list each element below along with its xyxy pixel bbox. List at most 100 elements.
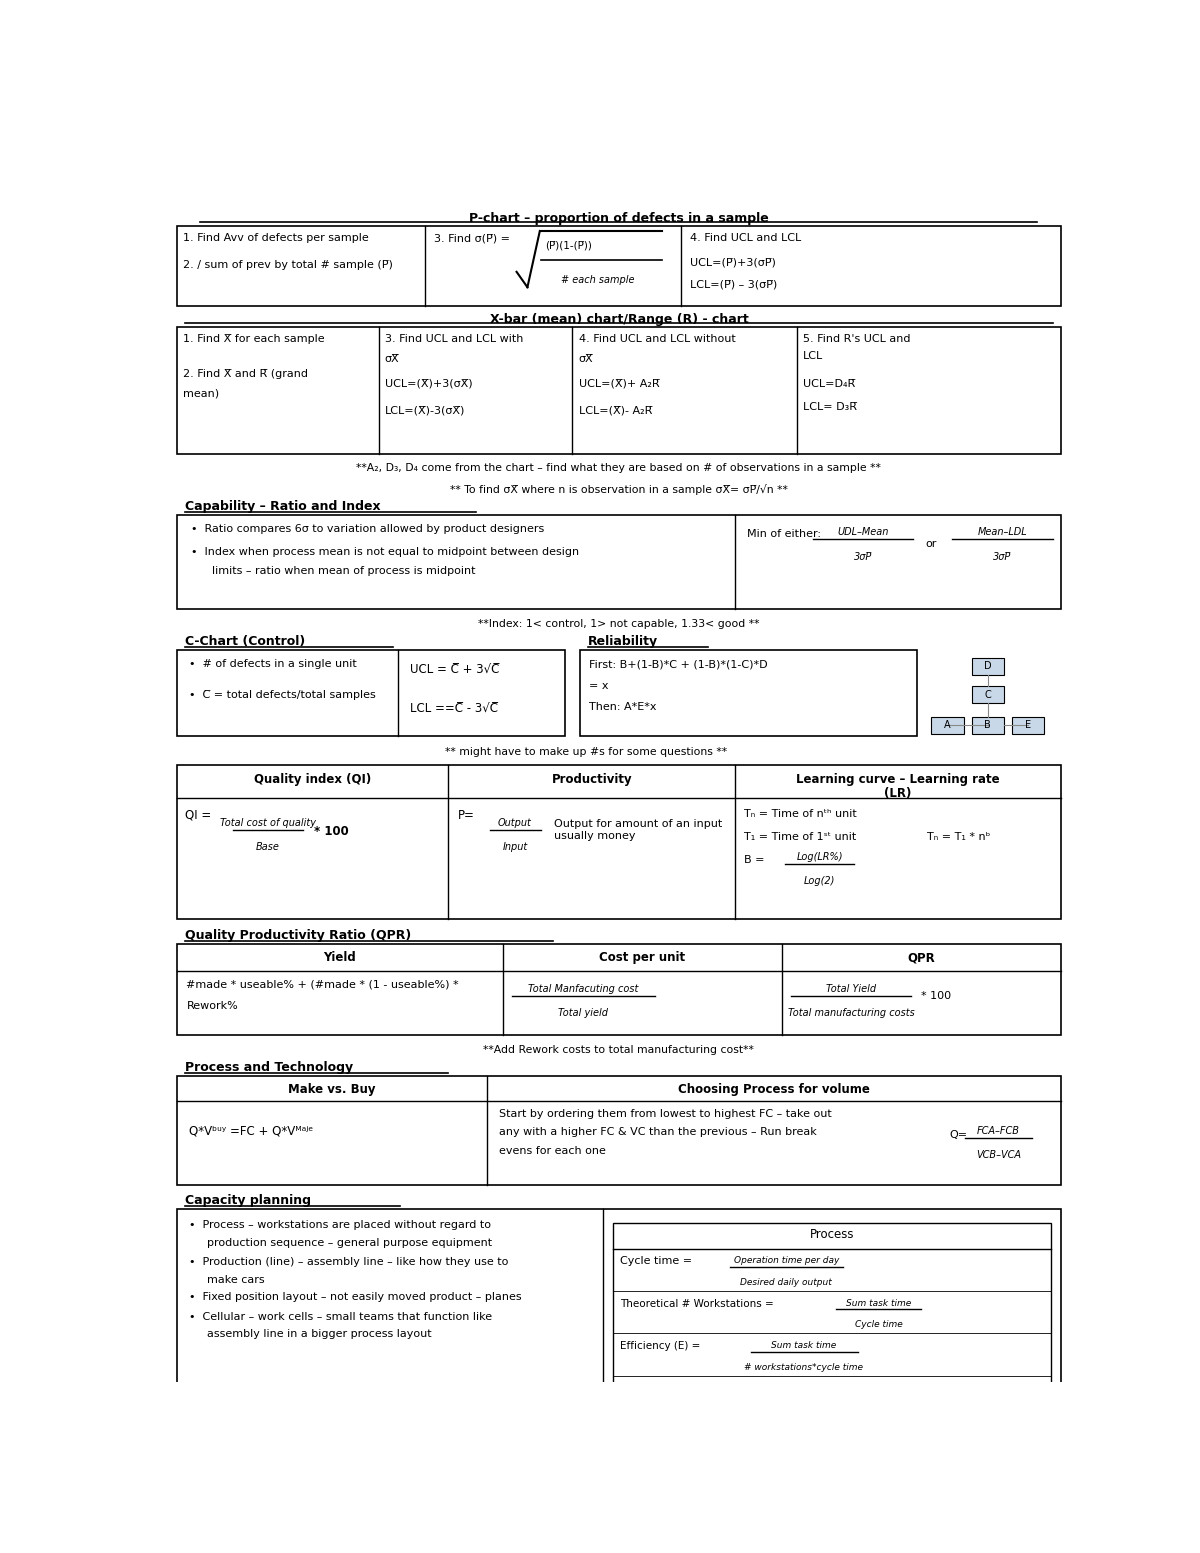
Text: Cycle time =: Cycle time =: [620, 1256, 692, 1266]
Text: σX̅: σX̅: [385, 354, 400, 365]
Text: Cycle time: Cycle time: [854, 1320, 902, 1329]
Text: B: B: [984, 721, 991, 730]
Text: 2. / sum of prev by total # sample (P̅): 2. / sum of prev by total # sample (P̅): [184, 261, 394, 270]
Text: •  # of defects in a single unit: • # of defects in a single unit: [188, 658, 356, 669]
Text: Theoretical # Workstations =: Theoretical # Workstations =: [620, 1298, 774, 1309]
Text: **Index: 1< control, 1> not capable, 1.33< good **: **Index: 1< control, 1> not capable, 1.3…: [478, 620, 760, 629]
Text: Q=: Q=: [949, 1131, 968, 1140]
Text: LCL=(P̅) – 3(σP̅): LCL=(P̅) – 3(σP̅): [690, 280, 778, 289]
Text: UCL = C̅ + 3√C̅: UCL = C̅ + 3√C̅: [409, 663, 499, 677]
Text: Cost per unit: Cost per unit: [599, 952, 685, 964]
Text: 4. Find UCL and LCL: 4. Find UCL and LCL: [690, 233, 802, 244]
Text: Choosing Process for volume: Choosing Process for volume: [678, 1084, 870, 1096]
Text: #made * useable% + (#made * (1 - useable%) *: #made * useable% + (#made * (1 - useable…: [186, 978, 460, 989]
Text: •  Production (line) – assembly line – like how they use to: • Production (line) – assembly line – li…: [188, 1256, 508, 1267]
Text: 4. Find UCL and LCL without: 4. Find UCL and LCL without: [578, 334, 736, 345]
Text: Q*Vᵇᵘʸ =FC + Q*Vᴹᵃʲᵉ: Q*Vᵇᵘʸ =FC + Q*Vᴹᵃʲᵉ: [188, 1124, 313, 1137]
Text: or: or: [925, 539, 937, 550]
Text: UCL=D₄R̅: UCL=D₄R̅: [803, 379, 856, 388]
Bar: [580, 649, 917, 736]
Text: •  Ratio compares 6σ to variation allowed by product designers: • Ratio compares 6σ to variation allowed…: [191, 523, 545, 534]
Bar: [178, 1076, 1061, 1185]
Text: 1. Find X̅ for each sample: 1. Find X̅ for each sample: [184, 334, 325, 345]
Bar: [972, 717, 1004, 735]
Text: (LR): (LR): [884, 787, 912, 800]
Text: •  Cellular – work cells – small teams that function like: • Cellular – work cells – small teams th…: [188, 1312, 492, 1322]
Text: Yield: Yield: [324, 952, 356, 964]
Text: 1. Find Avv of defects per sample: 1. Find Avv of defects per sample: [184, 233, 370, 244]
Text: Log(2): Log(2): [804, 876, 835, 887]
Text: Rework%: Rework%: [186, 1000, 238, 1011]
Text: •  Index when process mean is not equal to midpoint between design: • Index when process mean is not equal t…: [191, 547, 580, 558]
Text: X-bar (mean) chart/Range (R) - chart: X-bar (mean) chart/Range (R) - chart: [490, 312, 749, 326]
Bar: [613, 1224, 1051, 1388]
Text: assembly line in a bigger process layout: assembly line in a bigger process layout: [206, 1329, 431, 1339]
Text: B =: B =: [744, 854, 764, 865]
Text: •  Fixed position layout – not easily moved product – planes: • Fixed position layout – not easily mov…: [188, 1292, 521, 1303]
Text: (P̅)(1-(P̅)): (P̅)(1-(P̅)): [545, 241, 592, 250]
Text: Reliability: Reliability: [588, 635, 658, 648]
Text: Base: Base: [256, 842, 280, 853]
Text: Input: Input: [503, 842, 528, 853]
Text: P-chart – proportion of defects in a sample: P-chart – proportion of defects in a sam…: [469, 211, 769, 225]
Text: Desired daily output: Desired daily output: [740, 1278, 832, 1287]
Text: **A₂, D₃, D₄ come from the chart – find what they are based on # of observations: **A₂, D₃, D₄ come from the chart – find …: [356, 463, 881, 472]
Text: 3σP̅: 3σP̅: [994, 551, 1012, 562]
Text: 2. Find X̅ and R̅ (grand: 2. Find X̅ and R̅ (grand: [184, 370, 308, 379]
Bar: [178, 649, 565, 736]
Text: Quality index (QI): Quality index (QI): [254, 773, 371, 786]
Text: production sequence – general purpose equipment: production sequence – general purpose eq…: [206, 1238, 492, 1247]
Text: LCL=(X̅)-3(σX̅): LCL=(X̅)-3(σX̅): [385, 405, 466, 415]
Text: Make vs. Buy: Make vs. Buy: [288, 1084, 376, 1096]
Text: Efficiency (E) =: Efficiency (E) =: [620, 1340, 701, 1351]
Text: # each sample: # each sample: [560, 275, 635, 284]
Text: any with a higher FC & VC than the previous – Run break: any with a higher FC & VC than the previ…: [499, 1127, 816, 1137]
Text: make cars: make cars: [206, 1275, 264, 1284]
Text: UCL=(X̅)+3(σX̅): UCL=(X̅)+3(σX̅): [385, 379, 473, 388]
Text: UCL=(X̅)+ A₂R̅: UCL=(X̅)+ A₂R̅: [578, 379, 659, 388]
Text: C: C: [984, 690, 991, 699]
Text: * 100: * 100: [314, 826, 349, 839]
Text: UDL–Mean: UDL–Mean: [838, 526, 889, 537]
Text: Balance Delay (Idle Time) = 1 – Efficiency (E): Balance Delay (Idle Time) = 1 – Efficien…: [714, 1384, 950, 1393]
Text: Sum task time: Sum task time: [846, 1298, 911, 1308]
Text: * 100: * 100: [922, 991, 952, 1002]
Text: C-Chart (Control): C-Chart (Control): [185, 635, 305, 648]
Text: E: E: [1025, 721, 1031, 730]
Text: # workstations*cycle time: # workstations*cycle time: [744, 1362, 863, 1371]
Text: Tₙ = Time of nᵗʰ unit: Tₙ = Time of nᵗʰ unit: [744, 809, 857, 818]
Text: Total Yield: Total Yield: [827, 983, 876, 994]
Bar: [178, 326, 1061, 453]
Text: 3. Find σ(P̅) =: 3. Find σ(P̅) =: [434, 233, 510, 244]
Text: VCB–VCA: VCB–VCA: [976, 1151, 1021, 1160]
Text: Total Manfacuting cost: Total Manfacuting cost: [528, 983, 638, 994]
Text: LCL: LCL: [803, 351, 823, 362]
Text: T₁ = Time of 1ˢᵗ unit: T₁ = Time of 1ˢᵗ unit: [744, 831, 857, 842]
Text: LCL ==C̅ - 3√C̅: LCL ==C̅ - 3√C̅: [409, 702, 498, 716]
Text: LCL=(X̅)- A₂R̅: LCL=(X̅)- A₂R̅: [578, 405, 652, 415]
Text: ** might have to make up #s for some questions **: ** might have to make up #s for some que…: [445, 747, 727, 756]
Text: FCA–FCB: FCA–FCB: [977, 1126, 1020, 1135]
Text: A: A: [944, 721, 950, 730]
Text: Tₙ = T₁ * nᵇ: Tₙ = T₁ * nᵇ: [926, 831, 990, 842]
Text: Output: Output: [498, 818, 532, 828]
Bar: [1012, 717, 1044, 735]
Bar: [972, 686, 1004, 704]
Text: evens for each one: evens for each one: [499, 1146, 606, 1155]
Bar: [178, 944, 1061, 1034]
Text: Output for amount of an input
usually money: Output for amount of an input usually mo…: [553, 820, 722, 840]
Text: Log(LR%): Log(LR%): [797, 851, 842, 862]
Text: Capability – Ratio and Index: Capability – Ratio and Index: [185, 500, 380, 512]
Text: Total yield: Total yield: [558, 1008, 608, 1019]
Text: P=: P=: [457, 809, 474, 822]
Bar: [178, 766, 1061, 919]
Text: LCL= D₃R̅: LCL= D₃R̅: [803, 402, 857, 412]
Text: limits – ratio when mean of process is midpoint: limits – ratio when mean of process is m…: [212, 565, 475, 576]
Text: Quality Productivity Ratio (QPR): Quality Productivity Ratio (QPR): [185, 929, 412, 941]
Text: Capacity planning: Capacity planning: [185, 1194, 311, 1207]
Text: QI =: QI =: [185, 809, 215, 822]
Text: •  Process – workstations are placed without regard to: • Process – workstations are placed with…: [188, 1221, 491, 1230]
Text: Total manufacturing costs: Total manufacturing costs: [788, 1008, 914, 1019]
Text: Total cost of quality: Total cost of quality: [220, 818, 316, 828]
Text: **Add Rework costs to total manufacturing cost**: **Add Rework costs to total manufacturin…: [484, 1045, 755, 1056]
